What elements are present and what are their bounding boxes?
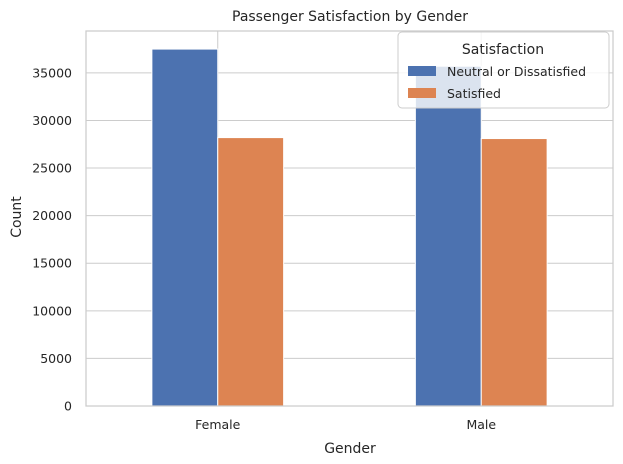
y-tick-label: 35000 [32, 65, 72, 80]
bar-female-satisfied [217, 137, 285, 407]
y-axis-label: Count [9, 196, 25, 238]
legend-label-satisfied: Satisfied [447, 86, 501, 101]
legend-box [397, 31, 610, 109]
x-tick-label-female: Female [195, 417, 241, 432]
legend-label-neutral-or-dissatisfied: Neutral or Dissatisfied [447, 64, 586, 79]
y-tick-label: 0 [64, 399, 72, 414]
legend-swatch-neutral-or-dissatisfied [408, 66, 436, 76]
x-tick-label-male: Male [466, 417, 496, 432]
y-tick-labels: 0 5000 10000 15000 20000 25000 30000 35000 [32, 65, 72, 413]
x-axis-label: Gender [324, 441, 376, 457]
y-tick-label: 30000 [32, 113, 72, 128]
bar-female-neutral-or-dissatisfied [151, 48, 219, 407]
chart-title: Passenger Satisfaction by Gender [232, 9, 468, 25]
legend-title: Satisfaction [462, 42, 544, 58]
legend: Satisfaction Neutral or Dissatisfied Sat… [397, 31, 610, 109]
x-tick-labels: Female Male [195, 417, 496, 432]
y-tick-label: 5000 [40, 351, 72, 366]
y-tick-label: 25000 [32, 161, 72, 176]
bar-male-satisfied [480, 138, 548, 407]
bar-male-neutral-or-dissatisfied [414, 65, 482, 407]
y-tick-label: 15000 [32, 256, 72, 271]
y-tick-label: 20000 [32, 208, 72, 223]
legend-swatch-satisfied [408, 88, 436, 98]
plot-frame [85, 30, 614, 407]
y-tick-label: 10000 [32, 303, 72, 318]
